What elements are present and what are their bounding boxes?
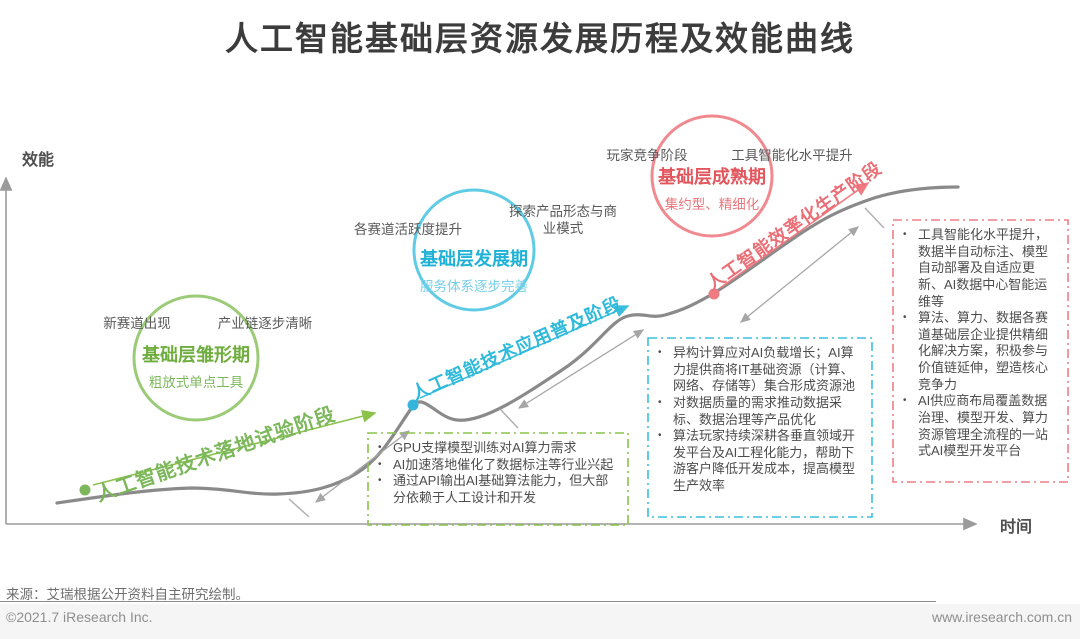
- stage2-dot: [407, 399, 419, 411]
- stage1-circle-title: 基础层雏形期: [142, 345, 250, 365]
- divider-line: [0, 601, 936, 602]
- stage3-phase-arrow: [719, 182, 870, 289]
- note-item: • 异构计算应对AI负载增长；AI算力提供商将IT基础资源（计算、网络、存储等）…: [658, 345, 864, 395]
- stage1-circle-text: 基础层雏形期 粗放式单点工具: [142, 341, 250, 391]
- transition-arrow-2: [517, 329, 645, 409]
- note-item: • AI供应商布局覆盖数据治理、模型开发、算力资源管理全流程的一站式AI模型开发…: [903, 393, 1060, 460]
- note-item: • AI加速落地催化了数据标注等行业兴起: [378, 457, 620, 474]
- note-text: 算法、算力、数据各赛道基础层企业提供精细化解决方案，积极参与价值链延伸，塑造核心…: [918, 310, 1049, 392]
- bullet-dot: •: [378, 475, 382, 487]
- stage2-notes-box-border: [647, 337, 873, 518]
- note-text: AI加速落地催化了数据标注等行业兴起: [393, 456, 614, 472]
- note-item: • 算法玩家持续深耕各垂直领域开发平台及AI工程化能力，帮助下游客户降低开发成本…: [658, 428, 864, 495]
- stage3-circle-subtitle: 集约型、精细化: [664, 197, 760, 212]
- stage1-notes-box-border: [367, 432, 629, 526]
- stage2-circle: [412, 188, 536, 312]
- stage3-label-left: 玩家竞争阶段: [606, 148, 688, 163]
- stage3-dot: [708, 288, 720, 300]
- note-text: 工具智能化水平提升，数据半自动标注、模型自动部署及自适应更新、AI数据中心智能运…: [918, 227, 1049, 309]
- bullet-dot: •: [658, 347, 662, 358]
- y-axis-label: 效能: [22, 152, 55, 169]
- stage3-label-right: 工具智能化水平提升: [731, 148, 853, 163]
- stage3-circle: [650, 114, 774, 238]
- break-tick-1: [288, 498, 310, 518]
- chart-title: 人工智能基础层资源发展历程及效能曲线: [225, 20, 855, 57]
- x-axis-label: 时间: [1000, 519, 1033, 536]
- stage2-label-right: 探索产品形态与商业模式: [509, 204, 617, 236]
- stage2-circle-text: 基础层发展期 服务体系逐步完善: [420, 245, 528, 295]
- stage3-circle-title: 基础层成熟期: [658, 167, 766, 187]
- stage1-notes-box: • GPU支撑模型训练对AI算力需求 • AI加速落地催化了数据标注等行业兴起 …: [368, 433, 628, 525]
- bullet-dot: •: [658, 430, 662, 442]
- note-text: 通过API输出AI基础算法能力，但大部分依赖于人工设计和开发: [393, 473, 609, 505]
- copyright-text: ©2021.7 iResearch Inc.: [6, 609, 153, 625]
- stage1-circle: [132, 294, 260, 422]
- bullet-dot: •: [903, 395, 907, 407]
- bullet-dot: •: [903, 312, 907, 324]
- note-item: • 通过API输出AI基础算法能力，但大部分依赖于人工设计和开发: [378, 473, 620, 506]
- note-item: • GPU支撑模型训练对AI算力需求: [378, 440, 620, 457]
- stage3-notes-box-border: [892, 219, 1069, 483]
- note-text: GPU支撑模型训练对AI算力需求: [393, 440, 577, 455]
- footer-band: [0, 604, 1080, 639]
- stage2-circle-subtitle: 服务体系逐步完善: [420, 279, 528, 294]
- stage2-circle-title: 基础层发展期: [420, 249, 528, 269]
- bullet-dot: •: [378, 458, 382, 470]
- bullet-dot: •: [658, 396, 662, 408]
- break-tick-3: [864, 207, 885, 229]
- bullet-dot: •: [903, 229, 907, 240]
- transition-arrow-1: [314, 430, 411, 503]
- note-text: 对数据质量的需求推动数据采标、数据治理等产品优化: [673, 394, 843, 427]
- stage1-phase-arrow: [92, 409, 377, 486]
- stage2-phase-arrow: [419, 305, 630, 399]
- bullet-dot: •: [378, 442, 382, 453]
- stage1-label-left: 新赛道出现: [103, 316, 171, 331]
- stage3-notes-box: • 工具智能化水平提升，数据半自动标注、模型自动部署及自适应更新、AI数据中心智…: [893, 220, 1068, 482]
- stage1-dot: [79, 484, 91, 496]
- stage2-notes-box: • 异构计算应对AI负载增长；AI算力提供商将IT基础资源（计算、网络、存储等）…: [648, 338, 872, 517]
- stage3-circle-text: 基础层成熟期 集约型、精细化: [658, 163, 766, 213]
- note-text: 算法玩家持续深耕各垂直领域开发平台及AI工程化能力，帮助下游客户降低开发成本，提…: [673, 428, 856, 493]
- break-tick-2: [499, 408, 519, 429]
- note-item: • 工具智能化水平提升，数据半自动标注、模型自动部署及自适应更新、AI数据中心智…: [903, 227, 1060, 310]
- stage1-circle-subtitle: 粗放式单点工具: [148, 375, 244, 390]
- stage2-label-left: 各赛道活跃度提升: [354, 222, 462, 237]
- source-note: 来源：艾瑞根据公开资料自主研究绘制。: [6, 587, 249, 602]
- transition-arrow-3: [739, 226, 860, 323]
- note-item: • 算法、算力、数据各赛道基础层企业提供精细化解决方案，积极参与价值链延伸，塑造…: [903, 310, 1060, 393]
- stage1-label-right: 产业链逐步清晰: [217, 316, 313, 331]
- website-text: www.iresearch.com.cn: [931, 609, 1072, 625]
- note-item: • 对数据质量的需求推动数据采标、数据治理等产品优化: [658, 395, 864, 428]
- note-text: AI供应商布局覆盖数据治理、模型开发、算力资源管理全流程的一站式AI模型开发平台: [918, 393, 1049, 459]
- note-text: 异构计算应对AI负载增长；AI算力提供商将IT基础资源（计算、网络、存储等）集合…: [673, 345, 856, 394]
